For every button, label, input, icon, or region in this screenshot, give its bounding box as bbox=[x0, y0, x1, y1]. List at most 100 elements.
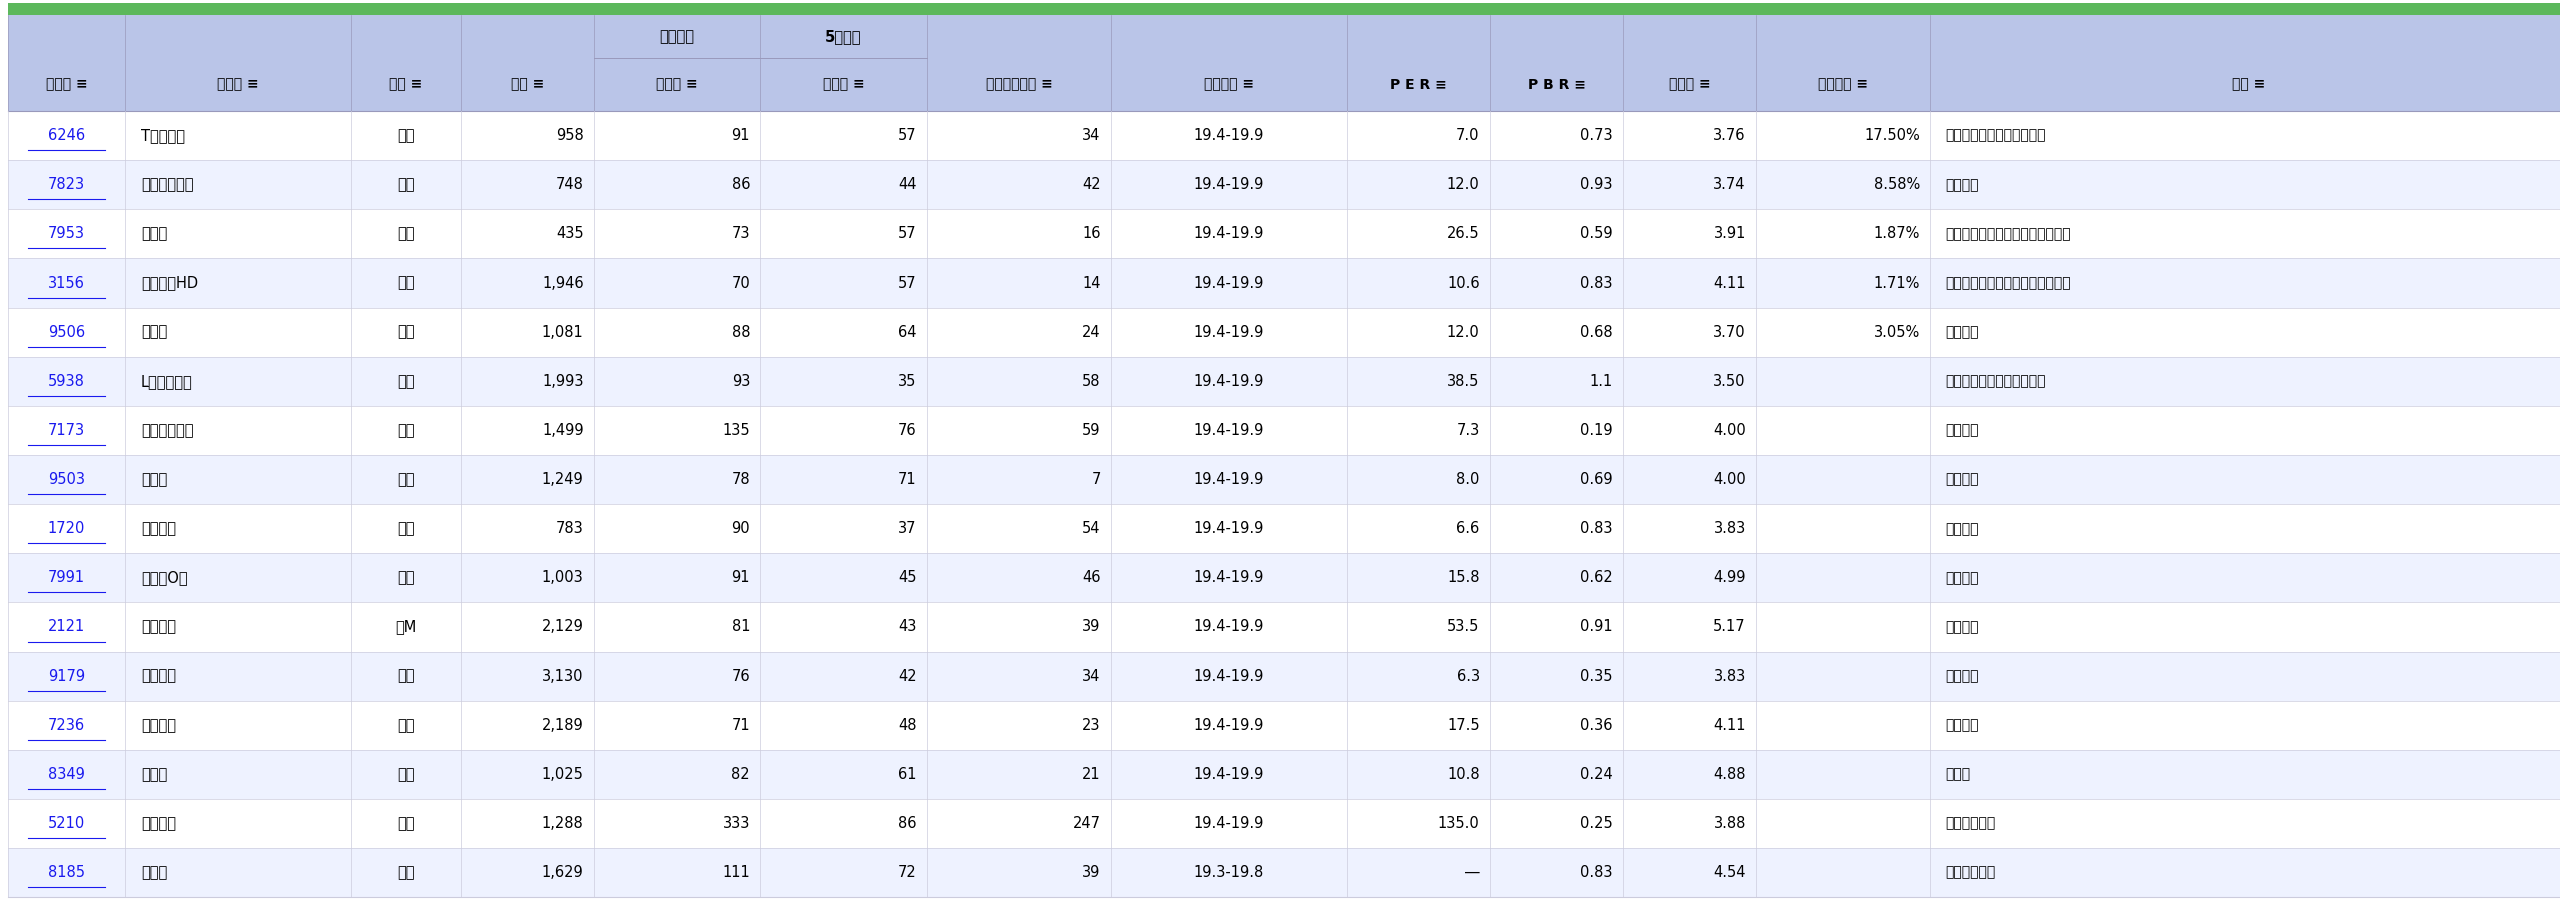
Text: 1,081: 1,081 bbox=[543, 325, 584, 339]
Text: 1.87%: 1.87% bbox=[1874, 227, 1920, 241]
Text: 17.5: 17.5 bbox=[1446, 718, 1480, 733]
Text: 1,025: 1,025 bbox=[543, 767, 584, 782]
Text: 64: 64 bbox=[899, 325, 916, 339]
Text: 東１: 東１ bbox=[397, 865, 415, 880]
Text: 4.00: 4.00 bbox=[1713, 423, 1746, 438]
Text: 6.3: 6.3 bbox=[1457, 669, 1480, 683]
Text: 72: 72 bbox=[899, 865, 916, 880]
Text: 19.4-19.9: 19.4-19.9 bbox=[1193, 128, 1265, 143]
Text: 86: 86 bbox=[899, 816, 916, 831]
Bar bbox=[8, 848, 2560, 897]
Text: 19.4-19.9: 19.4-19.9 bbox=[1193, 276, 1265, 290]
Text: 7953: 7953 bbox=[49, 227, 84, 241]
Text: 748: 748 bbox=[556, 177, 584, 192]
Text: 東２: 東２ bbox=[397, 227, 415, 241]
Text: 4.11: 4.11 bbox=[1713, 276, 1746, 290]
Text: 進抓率の乖離 ≡: 進抓率の乖離 ≡ bbox=[986, 77, 1052, 92]
Text: 3.83: 3.83 bbox=[1713, 669, 1746, 683]
Text: 19.4-19.9: 19.4-19.9 bbox=[1193, 423, 1265, 438]
Text: 19.4-19.9: 19.4-19.9 bbox=[1193, 571, 1265, 585]
Text: 57: 57 bbox=[899, 276, 916, 290]
Bar bbox=[8, 701, 2560, 750]
Text: 4.54: 4.54 bbox=[1713, 865, 1746, 880]
Text: 日山村硷: 日山村硷 bbox=[141, 816, 177, 831]
Text: 増収増益。ただし営業利益低すぎ: 増収増益。ただし営業利益低すぎ bbox=[1946, 227, 2071, 241]
Text: 4.88: 4.88 bbox=[1713, 767, 1746, 782]
Text: 東１: 東１ bbox=[397, 472, 415, 487]
Text: 19.4-19.9: 19.4-19.9 bbox=[1193, 718, 1265, 733]
Text: 東北電: 東北電 bbox=[141, 325, 166, 339]
Text: 21: 21 bbox=[1083, 767, 1101, 782]
Text: 71: 71 bbox=[899, 472, 916, 487]
Text: 91: 91 bbox=[732, 571, 750, 585]
Text: 0.68: 0.68 bbox=[1580, 325, 1613, 339]
Text: 4.00: 4.00 bbox=[1713, 472, 1746, 487]
Text: 71: 71 bbox=[732, 718, 750, 733]
Text: 3.50: 3.50 bbox=[1713, 374, 1746, 389]
Text: 42: 42 bbox=[1083, 177, 1101, 192]
Text: 東１: 東１ bbox=[397, 718, 415, 733]
Text: 19.4-19.9: 19.4-19.9 bbox=[1193, 521, 1265, 536]
Text: 3.74: 3.74 bbox=[1713, 177, 1746, 192]
Bar bbox=[8, 455, 2560, 504]
Text: 46: 46 bbox=[1083, 571, 1101, 585]
Text: ―: ― bbox=[1464, 865, 1480, 880]
Text: 9506: 9506 bbox=[49, 325, 84, 339]
Text: 1.1: 1.1 bbox=[1590, 374, 1613, 389]
Text: 0.35: 0.35 bbox=[1580, 669, 1613, 683]
Text: 1720: 1720 bbox=[49, 521, 84, 536]
Text: コード ≡: コード ≡ bbox=[46, 77, 87, 92]
Text: 東１: 東１ bbox=[397, 816, 415, 831]
Text: 0.93: 0.93 bbox=[1580, 177, 1613, 192]
Text: 0.91: 0.91 bbox=[1580, 620, 1613, 634]
Text: 39: 39 bbox=[1083, 865, 1101, 880]
Text: 61: 61 bbox=[899, 767, 916, 782]
Text: 1,946: 1,946 bbox=[543, 276, 584, 290]
Text: 3.83: 3.83 bbox=[1713, 521, 1746, 536]
Text: 19.4-19.9: 19.4-19.9 bbox=[1193, 620, 1265, 634]
Bar bbox=[8, 357, 2560, 406]
Text: 減収減益: 減収減益 bbox=[1946, 669, 1979, 683]
Text: 減収減益: 減収減益 bbox=[1946, 620, 1979, 634]
Text: 増収増益: 増収増益 bbox=[1946, 325, 1979, 339]
Text: 東１: 東１ bbox=[397, 177, 415, 192]
Text: 増収増益。ただし営業利益低すぎ: 増収増益。ただし営業利益低すぎ bbox=[1946, 276, 2071, 290]
Text: 0.62: 0.62 bbox=[1580, 571, 1613, 585]
Text: 435: 435 bbox=[556, 227, 584, 241]
Text: 37: 37 bbox=[899, 521, 916, 536]
Text: 23: 23 bbox=[1083, 718, 1101, 733]
Text: 7991: 7991 bbox=[49, 571, 84, 585]
Text: 0.83: 0.83 bbox=[1580, 865, 1613, 880]
Text: 0.73: 0.73 bbox=[1580, 128, 1613, 143]
Text: 59: 59 bbox=[1083, 423, 1101, 438]
Text: 東１: 東１ bbox=[397, 276, 415, 290]
Text: 東M: 東M bbox=[394, 620, 417, 634]
Text: 1,288: 1,288 bbox=[543, 816, 584, 831]
Text: 0.69: 0.69 bbox=[1580, 472, 1613, 487]
Text: 7.3: 7.3 bbox=[1457, 423, 1480, 438]
Text: 8349: 8349 bbox=[49, 767, 84, 782]
Text: 2,189: 2,189 bbox=[543, 718, 584, 733]
Bar bbox=[8, 15, 2560, 111]
Text: 8185: 8185 bbox=[49, 865, 84, 880]
Text: 東２: 東２ bbox=[397, 669, 415, 683]
Text: 57: 57 bbox=[899, 128, 916, 143]
Text: 19.4-19.9: 19.4-19.9 bbox=[1193, 177, 1265, 192]
Text: 19.4-19.9: 19.4-19.9 bbox=[1193, 472, 1265, 487]
Text: 90: 90 bbox=[732, 521, 750, 536]
Text: 3.88: 3.88 bbox=[1713, 816, 1746, 831]
Text: 5938: 5938 bbox=[49, 374, 84, 389]
Text: 0.24: 0.24 bbox=[1580, 767, 1613, 782]
Text: 0.36: 0.36 bbox=[1580, 718, 1613, 733]
Text: ミクシィ: ミクシィ bbox=[141, 620, 177, 634]
Text: 1,499: 1,499 bbox=[543, 423, 584, 438]
Text: Tスマート: Tスマート bbox=[141, 128, 184, 143]
Text: 15.8: 15.8 bbox=[1446, 571, 1480, 585]
Text: 42: 42 bbox=[899, 669, 916, 683]
Text: 17.50%: 17.50% bbox=[1864, 128, 1920, 143]
Text: 24: 24 bbox=[1083, 325, 1101, 339]
Text: 6.6: 6.6 bbox=[1457, 521, 1480, 536]
Text: 1,629: 1,629 bbox=[543, 865, 584, 880]
Text: 5210: 5210 bbox=[49, 816, 84, 831]
Text: 3,130: 3,130 bbox=[543, 669, 584, 683]
